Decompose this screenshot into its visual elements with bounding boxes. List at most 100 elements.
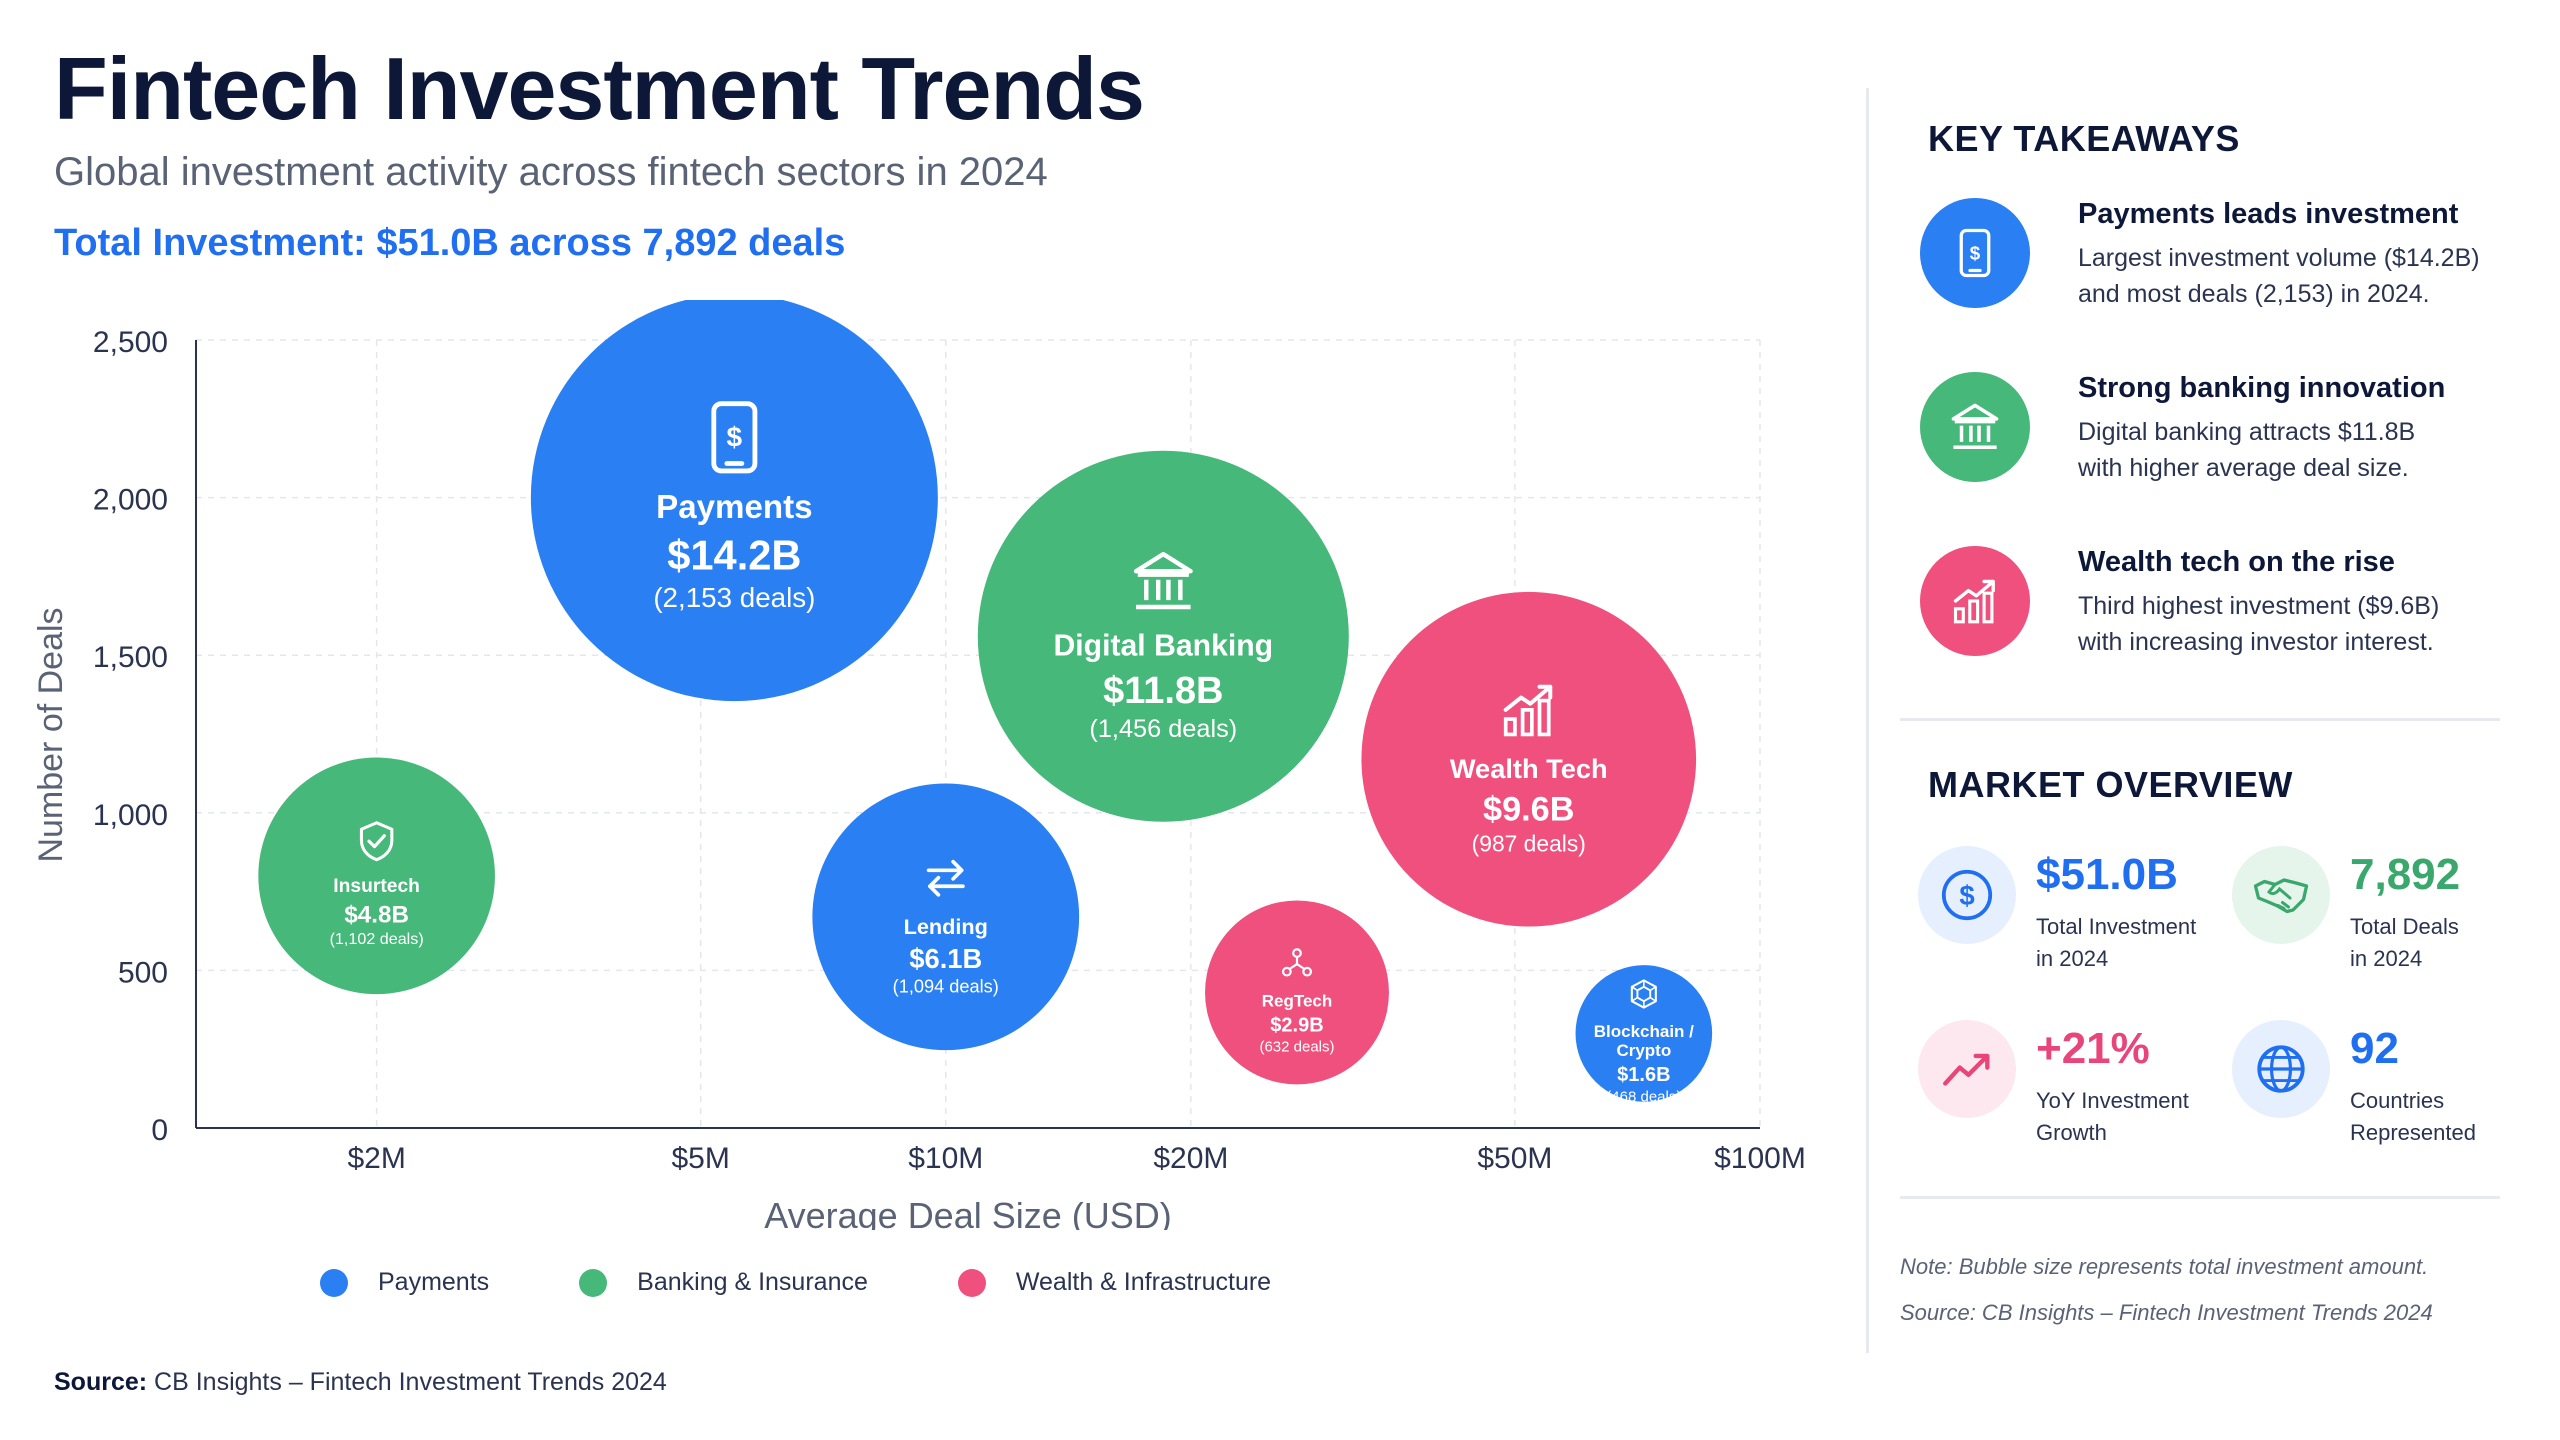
legend-label: Payments [378, 1268, 490, 1296]
bubble-label: RegTech [1262, 991, 1333, 1010]
bubble-deals: (2,153 deals) [653, 582, 815, 613]
x-tick-label: $20M [1153, 1142, 1228, 1175]
takeaway-text: Digital banking attracts $11.8B [2078, 418, 2416, 446]
legend-label: Banking & Insurance [637, 1268, 868, 1296]
legend-item-wealth-infrastructure[interactable]: Wealth & Infrastructure [957, 1268, 1272, 1297]
source-label: Source: [54, 1368, 148, 1396]
bank-icon [1920, 372, 2030, 482]
bubble-deals: (468 deals) [1606, 1088, 1681, 1105]
bubble-label: Wealth Tech [1450, 753, 1608, 784]
x-tick-label: $5M [671, 1142, 729, 1175]
legend-dot-blue [320, 1268, 348, 1297]
bubble-lending[interactable]: Lending $6.1B(1,094 deals) [812, 783, 1080, 1051]
panel-divider [1866, 88, 1869, 1353]
takeaway-text: with higher average deal size. [2078, 454, 2409, 482]
bubble-label: Crypto [1616, 1041, 1671, 1060]
stat-value: 7,892 [2350, 850, 2461, 899]
stat-countries: 92 Countries Represented [2232, 1020, 2542, 1170]
bubble-size-note: Note: Bubble size represents total inves… [1900, 1254, 2429, 1279]
bubble-regtech[interactable]: RegTech $2.9B (632 deals) [1205, 900, 1389, 1085]
section-divider [1900, 1196, 2500, 1199]
bubbles: Payments $14.2B(2,153 deals) Insurtech $4.8… [258, 300, 1713, 1105]
bubble-label: Insurtech [333, 876, 420, 897]
legend-item-banking-insurance[interactable]: Banking & Insurance [579, 1268, 868, 1297]
page-subtitle: Global investment activity across fintec… [54, 150, 1048, 194]
stat-total-investment: $ $51.0B Total Investment in 2024 [1918, 846, 2228, 996]
legend-dot-pink [957, 1268, 986, 1297]
y-tick-label: 500 [118, 956, 168, 989]
bubble-circle [530, 300, 938, 702]
bubble-insurtech[interactable]: Insurtech $4.8B (1,102 deals) [258, 757, 495, 995]
stat-label: Total Investment [2036, 914, 2197, 939]
chart-source: Source: CB Insights – Fintech Investment… [54, 1368, 667, 1397]
takeaway-title: Wealth tech on the rise [2078, 546, 2395, 578]
takeaway-title: Strong banking innovation [2078, 372, 2446, 404]
section-divider [1900, 718, 2500, 721]
panel-source-note: Source: CB Insights – Fintech Investment… [1900, 1300, 2433, 1325]
stat-label: YoY Investment [2036, 1088, 2189, 1113]
bubble-value: $4.8B [344, 901, 409, 928]
y-axis-label: Number of Deals [32, 607, 70, 862]
takeaway-item: Strong banking innovation Digital bankin… [1920, 372, 2520, 502]
page-title: Fintech Investment Trends [54, 39, 1145, 138]
y-tick-labels: 0 500 1,000 1,500 2,000 2,500 [93, 326, 168, 1147]
takeaway-text: Third highest investment ($9.6B) [2078, 592, 2440, 620]
x-tick-label: $2M [347, 1142, 405, 1175]
total-investment-summary: Total Investment: $51.0B across 7,892 de… [54, 222, 846, 264]
market-overview-heading: MARKET OVERVIEW [1928, 764, 2293, 805]
stat-total-deals: 7,892 Total Deals in 2024 [2232, 846, 2542, 996]
chart-legend: Payments Banking & Insurance Wealth & In… [320, 1268, 1361, 1297]
bubble-deals: (987 deals) [1472, 830, 1586, 856]
bubble-blockchain-crypto[interactable]: Blockchain /Crypto $1.6B (468 deals) [1575, 965, 1713, 1105]
bubble-value: $1.6B [1617, 1064, 1670, 1086]
bubble-label: Digital Banking [1054, 630, 1274, 663]
bubble-circle [812, 783, 1080, 1051]
bubble-circle [1575, 965, 1713, 1102]
stat-label: Countries [2350, 1088, 2445, 1113]
y-tick-label: 1,000 [93, 799, 168, 832]
phone-dollar-icon [1920, 198, 2030, 308]
bubble-circle [977, 450, 1349, 822]
bubble-label: Lending [904, 914, 988, 939]
x-axis-label: Average Deal Size (USD) [764, 1195, 1172, 1230]
stat-label: in 2024 [2350, 946, 2423, 971]
bubble-payments[interactable]: Payments $14.2B(2,153 deals) [530, 300, 938, 702]
y-tick-label: 1,500 [93, 641, 168, 674]
bubble-chart: $ [32, 300, 1806, 1230]
key-takeaways-heading: KEY TAKEAWAYS [1928, 118, 2240, 159]
y-tick-label: 2,000 [93, 484, 168, 517]
stat-value: +21% [2036, 1024, 2150, 1073]
x-tick-label: $100M [1714, 1142, 1806, 1175]
y-tick-label: 2,500 [93, 326, 168, 359]
stat-label: Growth [2036, 1120, 2107, 1145]
takeaway-title: Payments leads investment [2078, 198, 2459, 230]
svg-text:$: $ [1959, 880, 1974, 911]
bubble-circle [1205, 900, 1389, 1085]
chart-axes [195, 340, 1760, 1129]
stat-yoy-growth: +21% YoY Investment Growth [1918, 1020, 2228, 1170]
legend-item-payments[interactable]: Payments [320, 1268, 489, 1297]
handshake-icon [2232, 846, 2330, 944]
takeaway-text: and most deals (2,153) in 2024. [2078, 280, 2430, 308]
bubble-value: $9.6B [1483, 790, 1574, 828]
insights-panel: KEY TAKEAWAYS Payments leads investment … [1900, 0, 2520, 1440]
bubble-digital-banking[interactable]: Digital Banking $11.8B (1,456 deals) [977, 450, 1349, 822]
bubble-label: Blockchain / [1594, 1022, 1694, 1041]
source-text: CB Insights – Fintech Investment Trends … [154, 1368, 667, 1396]
x-tick-label: $10M [908, 1142, 983, 1175]
y-tick-label: 0 [151, 1114, 168, 1147]
takeaway-text: Largest investment volume ($14.2B) [2078, 244, 2480, 272]
legend-dot-green [579, 1268, 608, 1297]
takeaway-item: Payments leads investment Largest invest… [1920, 198, 2520, 328]
bubble-value: $6.1B [909, 943, 982, 974]
stat-label: Total Deals [2350, 914, 2459, 939]
dollar-circle-icon: $ [1918, 846, 2016, 944]
takeaway-item: Wealth tech on the rise Third highest in… [1920, 546, 2520, 676]
bubble-value: $11.8B [1103, 670, 1223, 712]
legend-label: Wealth & Infrastructure [1015, 1268, 1272, 1296]
bubble-wealth-tech[interactable]: Wealth Tech $9.6B(987 deals) [1361, 591, 1697, 927]
growth-chart-icon [1920, 546, 2030, 656]
takeaway-text: with increasing investor interest. [2078, 628, 2434, 656]
stat-label: Represented [2350, 1120, 2476, 1145]
stat-value: 92 [2350, 1024, 2399, 1073]
